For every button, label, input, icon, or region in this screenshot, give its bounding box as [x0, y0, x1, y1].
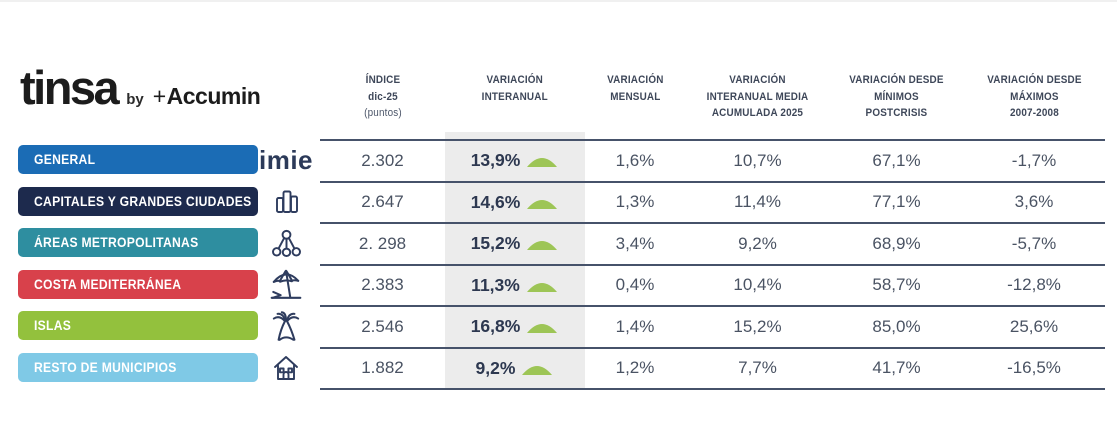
cell-interanual: 9,2%	[445, 349, 585, 389]
cell-interanual: 16,8%	[445, 307, 585, 347]
up-arrow-icon	[527, 158, 558, 168]
cell-desde-minimos: 77,1%	[872, 192, 921, 212]
network-icon	[271, 230, 301, 258]
house-icon	[274, 356, 298, 381]
cell-media-acumulada: 7,7%	[738, 358, 777, 378]
column-header-variacion-interanual: VARIACIÓN INTERANUAL	[481, 74, 549, 103]
beach-umbrella-icon	[270, 269, 302, 300]
table-row: 2. 298 15,2% 3,4% 9,2% 68,9% -5,7%	[320, 222, 1105, 264]
cell-indice: 2.546	[361, 316, 404, 336]
row-label-islas: ISLAS	[18, 311, 258, 341]
row-label-resto-municipios: RESTO DE MUNICIPIOS	[18, 352, 258, 382]
cell-media-acumulada: 10,4%	[733, 275, 782, 295]
cell-mensual: 3,4%	[615, 233, 655, 253]
cell-indice: 2.383	[361, 275, 404, 295]
cell-interanual: 11,3%	[445, 266, 585, 306]
cell-mensual: 1,6%	[615, 150, 655, 170]
cell-desde-minimos: 85,0%	[872, 316, 921, 336]
table-row: 2.302 13,9% 1,6% 10,7% 67,1% -1,7%	[320, 139, 1105, 181]
cell-mensual: 1,4%	[615, 316, 655, 336]
cell-media-acumulada: 11,4%	[734, 192, 781, 212]
label-row: GENERAL	[18, 139, 258, 181]
column-header-media-acumulada: VARIACIÓN INTERANUAL MEDIA ACUMULADA 202…	[706, 74, 809, 119]
up-arrow-icon	[527, 241, 558, 251]
cell-interanual: 13,9%	[445, 141, 585, 181]
table-row: 2.546 16,8% 1,4% 15,2% 85,0% 25,6%	[320, 305, 1105, 347]
up-arrow-icon	[526, 282, 557, 292]
imie-wordmark: imie	[258, 144, 314, 175]
logo-by-text: by	[126, 91, 144, 108]
accumin-brand-text: Accumin	[153, 83, 261, 110]
up-arrow-icon	[522, 365, 553, 375]
cell-desde-minimos: 41,7%	[872, 358, 921, 378]
label-row: RESTO DE MUNICIPIOS	[18, 347, 258, 389]
cell-media-acumulada: 10,7%	[733, 150, 782, 170]
cell-mensual: 0,4%	[615, 275, 655, 295]
category-labels: GENERAL CAPITALES Y GRANDES CIUDADES ÁRE…	[18, 139, 258, 388]
data-grid: 2.302 13,9% 1,6% 10,7% 67,1% -1,7% 2.647…	[320, 139, 1105, 390]
cell-desde-minimos: 67,1%	[872, 150, 921, 170]
cell-desde-minimos: 58,7%	[872, 275, 921, 295]
tinsa-brand-text: tinsa	[20, 61, 120, 114]
cell-indice: 1.882	[361, 358, 404, 378]
row-label-costa-mediterranea: COSTA MEDITERRÁNEA	[18, 269, 258, 299]
table-header-row: ÍNDICE dic-25 (puntos) VARIACIÓN INTERAN…	[320, 60, 1105, 122]
category-icons: imie	[256, 139, 316, 388]
row-label-general: GENERAL	[18, 145, 258, 175]
cell-desde-maximos: -12,8%	[1007, 275, 1061, 295]
cell-desde-maximos: 3,6%	[1014, 192, 1054, 212]
label-row: ÁREAS METROPOLITANAS	[18, 222, 258, 264]
up-arrow-icon	[527, 199, 558, 209]
table-row: 2.647 14,6% 1,3% 11,4% 77,1% 3,6%	[320, 180, 1105, 223]
cell-indice: 2.302	[361, 150, 404, 170]
cell-interanual: 14,6%	[445, 183, 585, 223]
up-arrow-icon	[527, 324, 558, 334]
column-header-desde-minimos: VARIACIÓN DESDE MÍNIMOS POSTCRISIS	[849, 74, 944, 119]
column-header-variacion-mensual: VARIACIÓN MENSUAL	[606, 74, 664, 103]
cell-desde-maximos: 25,6%	[1009, 316, 1059, 336]
label-row: COSTA MEDITERRÁNEA	[18, 264, 258, 306]
cell-indice: 2. 298	[358, 233, 407, 253]
cell-desde-maximos: -1,7%	[1011, 150, 1057, 170]
row-label-capitales: CAPITALES Y GRANDES CIUDADES	[18, 186, 258, 216]
cell-mensual: 1,3%	[615, 192, 655, 212]
column-header-indice: ÍNDICE dic-25 (puntos)	[363, 74, 402, 119]
label-row: CAPITALES Y GRANDES CIUDADES	[18, 181, 258, 223]
cell-mensual: 1,2%	[615, 358, 655, 378]
column-header-desde-maximos: VARIACIÓN DESDE MÁXIMOS 2007-2008	[986, 74, 1082, 119]
tinsa-logo: tinsa by Accumin	[20, 61, 261, 114]
buildings-icon	[276, 190, 298, 214]
cell-desde-maximos: -16,5%	[1007, 358, 1061, 378]
row-label-areas-metropolitanas: ÁREAS METROPOLITANAS	[18, 228, 258, 258]
cell-desde-maximos: -5,7%	[1011, 233, 1057, 253]
cell-desde-minimos: 68,9%	[872, 233, 921, 253]
cell-interanual: 15,2%	[445, 224, 585, 264]
cell-media-acumulada: 9,2%	[738, 233, 777, 253]
palm-trees-icon	[272, 310, 300, 341]
label-row: ISLAS	[18, 305, 258, 347]
cell-indice: 2.647	[361, 192, 404, 212]
cell-media-acumulada: 15,2%	[733, 316, 782, 336]
table-row: 1.882 9,2% 1,2% 7,7% 41,7% -16,5%	[320, 346, 1105, 389]
table-row: 2.383 11,3% 0,4% 10,4% 58,7% -12,8%	[320, 263, 1105, 306]
